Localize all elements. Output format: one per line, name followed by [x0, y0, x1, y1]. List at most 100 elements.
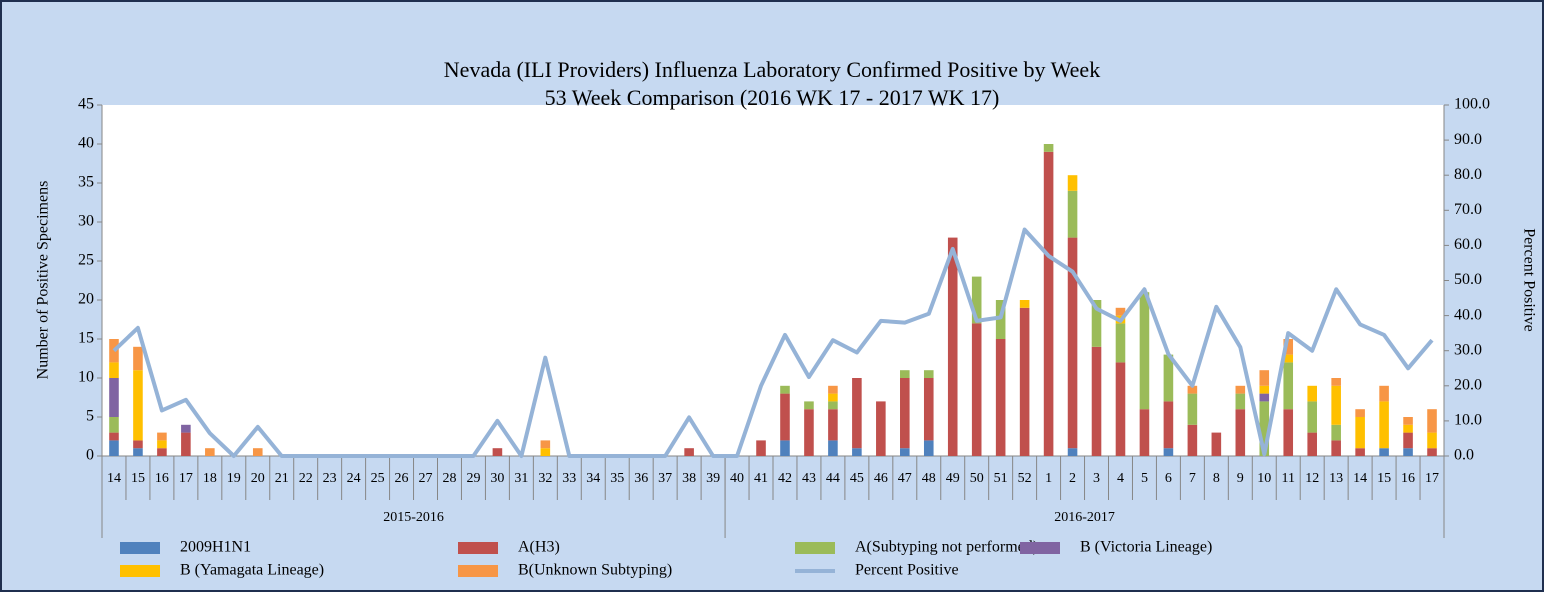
bar-segment	[1283, 409, 1294, 456]
x-tick-label: 15	[1377, 471, 1391, 486]
x-tick-label: 1	[1045, 471, 1052, 486]
legend-label: B(Unknown Subtyping)	[518, 562, 672, 579]
y-tick-label: 15	[78, 330, 94, 347]
chart-subtitle: 53 Week Comparison (2016 WK 17 - 2017 WK…	[545, 85, 1000, 110]
x-tick-label: 45	[850, 471, 864, 486]
bar-segment	[133, 346, 143, 371]
bar-segment	[852, 448, 862, 456]
x-tick-label: 33	[562, 471, 576, 486]
bar-segment	[157, 448, 167, 456]
x-tick-label: 32	[538, 471, 552, 486]
y-tick-label: 45	[78, 96, 94, 113]
bar-segment	[1163, 448, 1174, 456]
bar-segment	[995, 300, 1006, 339]
x-tick-label: 11	[1281, 471, 1294, 486]
x-tick-label: 15	[131, 471, 145, 486]
x-tick-label: 14	[1353, 471, 1367, 486]
bar-segment	[1043, 151, 1054, 457]
legend-swatch	[1020, 542, 1060, 554]
bar-segment	[828, 393, 838, 402]
legend-swatch	[795, 542, 835, 554]
bar-segment	[1043, 144, 1054, 152]
y2-tick-label: 0.0	[1454, 447, 1474, 464]
y2-tick-label: 70.0	[1454, 201, 1482, 218]
bar-segment	[1379, 385, 1389, 402]
y-tick-label: 30	[78, 213, 94, 230]
bar-segment	[804, 409, 814, 456]
x-tick-label: 10	[1257, 471, 1271, 486]
bar-segment	[780, 393, 790, 441]
y-tick-label: 35	[78, 174, 94, 191]
y2-tick-label: 100.0	[1454, 96, 1490, 113]
x-tick-label: 19	[227, 471, 241, 486]
y2-tick-label: 80.0	[1454, 166, 1482, 183]
y-tick-label: 0	[86, 447, 94, 464]
bar-segment	[133, 448, 143, 456]
bar-segment	[1091, 346, 1102, 456]
bar-segment	[756, 440, 766, 456]
plot-area	[102, 105, 1444, 456]
bar-segment	[109, 339, 119, 363]
x-tick-label: 49	[946, 471, 960, 486]
x-tick-label: 51	[994, 471, 1008, 486]
x-tick-label: 29	[466, 471, 480, 486]
bar-segment	[1283, 362, 1294, 410]
bar-segment	[923, 440, 934, 456]
bar-segment	[780, 440, 790, 456]
x-tick-label: 14	[107, 471, 121, 486]
bar-segment	[780, 385, 790, 394]
y2-axis-title: Percent Positive	[1520, 228, 1537, 332]
bar-segment	[1067, 448, 1078, 456]
bar-segment	[109, 432, 119, 441]
y2-tick-label: 90.0	[1454, 131, 1482, 148]
x-tick-label: 5	[1141, 471, 1148, 486]
x-tick-label: 20	[251, 471, 265, 486]
x-tick-label: 38	[682, 471, 696, 486]
bar-segment	[1019, 300, 1030, 308]
bar-segment	[1331, 440, 1341, 456]
bar-segment	[181, 432, 191, 456]
bar-segment	[1187, 393, 1198, 425]
bar-segment	[684, 448, 694, 456]
bar-segment	[1115, 307, 1126, 316]
y2-tick-label: 20.0	[1454, 376, 1482, 393]
bar-segment	[1259, 393, 1270, 402]
bar-segment	[109, 378, 119, 417]
bar-segment	[1067, 190, 1078, 238]
bar-segment	[1235, 385, 1246, 394]
bar-segment	[804, 401, 814, 410]
y-tick-label: 5	[86, 408, 94, 425]
legend-label: Percent Positive	[855, 562, 959, 579]
bar-segment	[1427, 448, 1437, 456]
x-tick-label: 16	[1401, 471, 1415, 486]
bar-segment	[1307, 385, 1317, 402]
bar-segment	[876, 401, 886, 456]
y2-tick-label: 60.0	[1454, 236, 1482, 253]
x-tick-label: 52	[1018, 471, 1032, 486]
x-tick-label: 40	[730, 471, 744, 486]
bar-segment	[133, 370, 143, 441]
bar-segment	[1067, 175, 1078, 191]
bar-segment	[181, 424, 191, 433]
x-tick-label: 24	[347, 471, 361, 486]
bar-segment	[157, 432, 167, 441]
legend-swatch	[120, 565, 160, 577]
y-tick-label: 10	[78, 369, 94, 386]
bar-segment	[1355, 409, 1365, 417]
x-tick-label: 12	[1305, 471, 1319, 486]
chart-title: Nevada (ILI Providers) Influenza Laborat…	[444, 57, 1100, 82]
bar-segment	[1091, 300, 1102, 347]
x-tick-label: 43	[802, 471, 816, 486]
bar-segment	[900, 448, 910, 456]
bar-segment	[1427, 432, 1437, 449]
x-tick-label: 27	[419, 471, 433, 486]
bar-segment	[923, 370, 934, 378]
x-tick-label: 4	[1117, 471, 1124, 486]
x-tick-label: 17	[179, 471, 193, 486]
legend-label: 2009H1N1	[180, 539, 251, 556]
x-tick-label: 42	[778, 471, 792, 486]
bar-segment	[971, 276, 982, 324]
bar-segment	[1331, 378, 1341, 386]
legend-label: B (Yamagata Lineage)	[180, 562, 324, 579]
